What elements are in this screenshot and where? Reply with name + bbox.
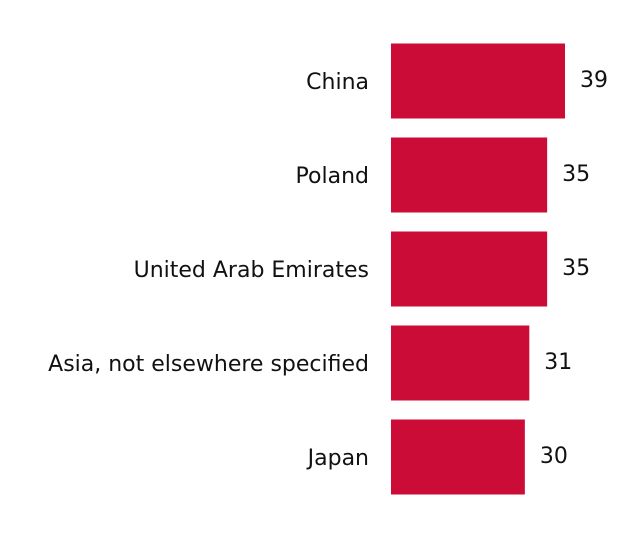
bar bbox=[391, 231, 548, 307]
bar bbox=[391, 325, 530, 401]
value-label: 35 bbox=[562, 256, 590, 281]
bar bbox=[391, 419, 525, 495]
value-label: 39 bbox=[580, 68, 608, 93]
value-label: 31 bbox=[544, 350, 572, 375]
value-label: 35 bbox=[562, 162, 590, 187]
category-label: Japan bbox=[306, 446, 369, 471]
category-label: United Arab Emirates bbox=[134, 258, 369, 283]
category-label: China bbox=[306, 70, 369, 95]
bar bbox=[391, 43, 565, 119]
category-label: Asia, not elsewhere specified bbox=[48, 352, 369, 377]
value-label: 30 bbox=[540, 444, 568, 469]
category-label: Poland bbox=[296, 164, 369, 189]
bar bbox=[391, 137, 548, 213]
